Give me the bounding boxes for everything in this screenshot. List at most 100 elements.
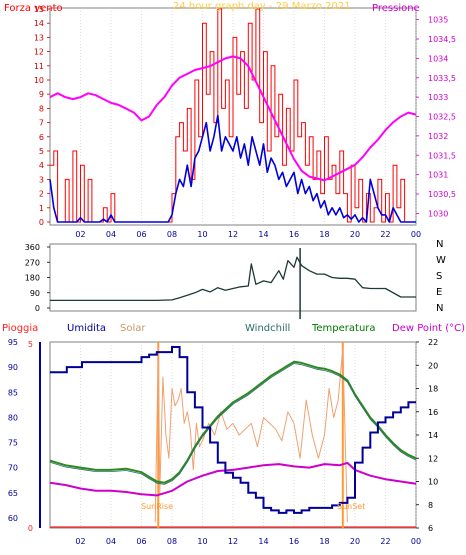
temp-y-tick: 14	[428, 431, 438, 440]
wind-x-tick: 00	[411, 230, 421, 239]
wind-y-tick: 0	[39, 218, 44, 227]
pressure-y-tick: 1033	[428, 93, 448, 102]
wind-x-tick: 08	[167, 230, 177, 239]
chart-title: 24 hour graph day - 29 Marzo 2021	[173, 1, 351, 12]
dir-y-tick: 270	[25, 258, 40, 267]
weather-x-tick: 02	[75, 537, 85, 546]
sunset-label: SunSet	[337, 502, 365, 511]
dir-compass-label: E	[436, 287, 442, 298]
dir-y-tick: 180	[25, 274, 40, 283]
humidity-y-tick: 80	[8, 413, 18, 422]
wind-x-tick: 18	[319, 230, 329, 239]
dir-compass-label: N	[436, 303, 443, 314]
wind-y-tick: 2	[39, 190, 44, 199]
wind-x-tick: 12	[228, 230, 238, 239]
temp-y-tick: 6	[428, 524, 433, 533]
dir-line	[50, 256, 416, 302]
legend-pioggia: Pioggia	[2, 323, 38, 334]
tick-layer: 02 04 06 08 10 12 14 16 18 20 22 000123456789101112…	[8, 5, 456, 546]
humidity-y-tick: 65	[8, 489, 18, 498]
temp-y-tick: 10	[428, 478, 438, 487]
wind-y-tick: 13	[34, 33, 44, 42]
temp-y-tick: 16	[428, 408, 438, 417]
temp-y-tick: 20	[428, 361, 438, 370]
weather-x-tick: 10	[197, 537, 207, 546]
wind-avg-line	[49, 114, 416, 223]
wind-gust-line	[50, 8, 416, 223]
wind-x-tick: 16	[289, 230, 299, 239]
wind-y-tick: 12	[34, 48, 44, 57]
pressure-y-tick: 1033,5	[428, 74, 456, 83]
pressure-y-tick: 1032	[428, 132, 448, 141]
temp-y-tick: 18	[428, 385, 438, 394]
legend-dewpoint: Dew Point (°C)	[392, 323, 465, 334]
wind-y-tick: 14	[34, 19, 44, 28]
wind-y-tick: 11	[34, 62, 44, 71]
weather-x-tick: 14	[258, 537, 268, 546]
wind-x-tick: 20	[350, 230, 360, 239]
temp-y-tick: 8	[428, 501, 433, 510]
pressure-y-tick: 1034	[428, 54, 448, 63]
wind-y-tick: 9	[39, 90, 44, 99]
humidity-y-tick: 90	[8, 363, 18, 372]
humidity-line	[50, 346, 416, 514]
humidity-y-tick: 70	[8, 464, 18, 473]
rain-y-tick: 5	[28, 340, 33, 349]
pressure-label: Pressione	[372, 3, 420, 14]
wind-y-tick: 15	[34, 5, 44, 14]
pressure-line	[49, 55, 417, 182]
pressure-y-tick: 1034,5	[428, 35, 456, 44]
wind-x-tick: 10	[197, 230, 207, 239]
wind-y-tick: 3	[39, 175, 44, 184]
dir-compass-label: W	[436, 255, 446, 266]
dewpoint-line	[49, 461, 417, 497]
temp-y-tick: 12	[428, 454, 438, 463]
wind-y-tick: 7	[39, 119, 44, 128]
wind-force-label: Forza vento	[4, 3, 63, 14]
legend-umidita: Umidita	[67, 323, 106, 334]
wind-x-tick: 02	[75, 230, 85, 239]
weather-x-tick: 06	[136, 537, 146, 546]
wind-x-tick: 06	[136, 230, 146, 239]
weather-x-tick: 00	[411, 537, 421, 546]
wind-x-tick: 04	[106, 230, 116, 239]
dir-y-tick: 90	[30, 289, 40, 298]
wind-y-tick: 10	[34, 76, 44, 85]
pressure-y-tick: 1031,5	[428, 151, 456, 160]
pressure-y-tick: 1035	[428, 16, 448, 25]
weather-x-tick: 08	[167, 537, 177, 546]
wind-y-tick: 1	[39, 204, 44, 213]
humidity-y-tick: 85	[8, 388, 18, 397]
series-layer	[49, 8, 417, 528]
weather-x-tick: 22	[380, 537, 390, 546]
dir-compass-label: N	[436, 239, 443, 250]
wind-x-tick: 22	[380, 230, 390, 239]
wind-y-tick: 8	[39, 104, 44, 113]
legend-solar: Solar	[120, 323, 146, 334]
temperature-line	[49, 360, 417, 484]
dir-y-tick: 360	[25, 243, 40, 252]
wind-y-tick: 6	[39, 133, 44, 142]
humidity-y-tick: 75	[8, 439, 18, 448]
humidity-y-tick: 95	[8, 338, 18, 347]
dir-y-tick: 0	[35, 304, 40, 313]
pressure-y-tick: 1032,5	[428, 113, 456, 122]
weather-x-tick: 16	[289, 537, 299, 546]
solar-line	[154, 347, 348, 523]
windchill-line	[49, 363, 417, 485]
pressure-y-tick: 1031	[428, 171, 448, 180]
rain-y-tick: 0	[28, 524, 33, 533]
wind-y-tick: 5	[39, 147, 44, 156]
weather-x-tick: 12	[228, 537, 238, 546]
temp-y-tick: 22	[428, 338, 438, 347]
wind-x-tick: 14	[258, 230, 268, 239]
weather-x-tick: 18	[319, 537, 329, 546]
sunrise-label: SunRise	[141, 502, 173, 511]
legend-temperatura: Temperatura	[311, 323, 376, 334]
dir-compass-label: S	[436, 271, 442, 282]
humidity-y-tick: 60	[8, 514, 18, 523]
pressure-y-tick: 1030,5	[428, 190, 456, 199]
pressure-y-tick: 1030	[428, 209, 448, 218]
weather-x-tick: 20	[350, 537, 360, 546]
